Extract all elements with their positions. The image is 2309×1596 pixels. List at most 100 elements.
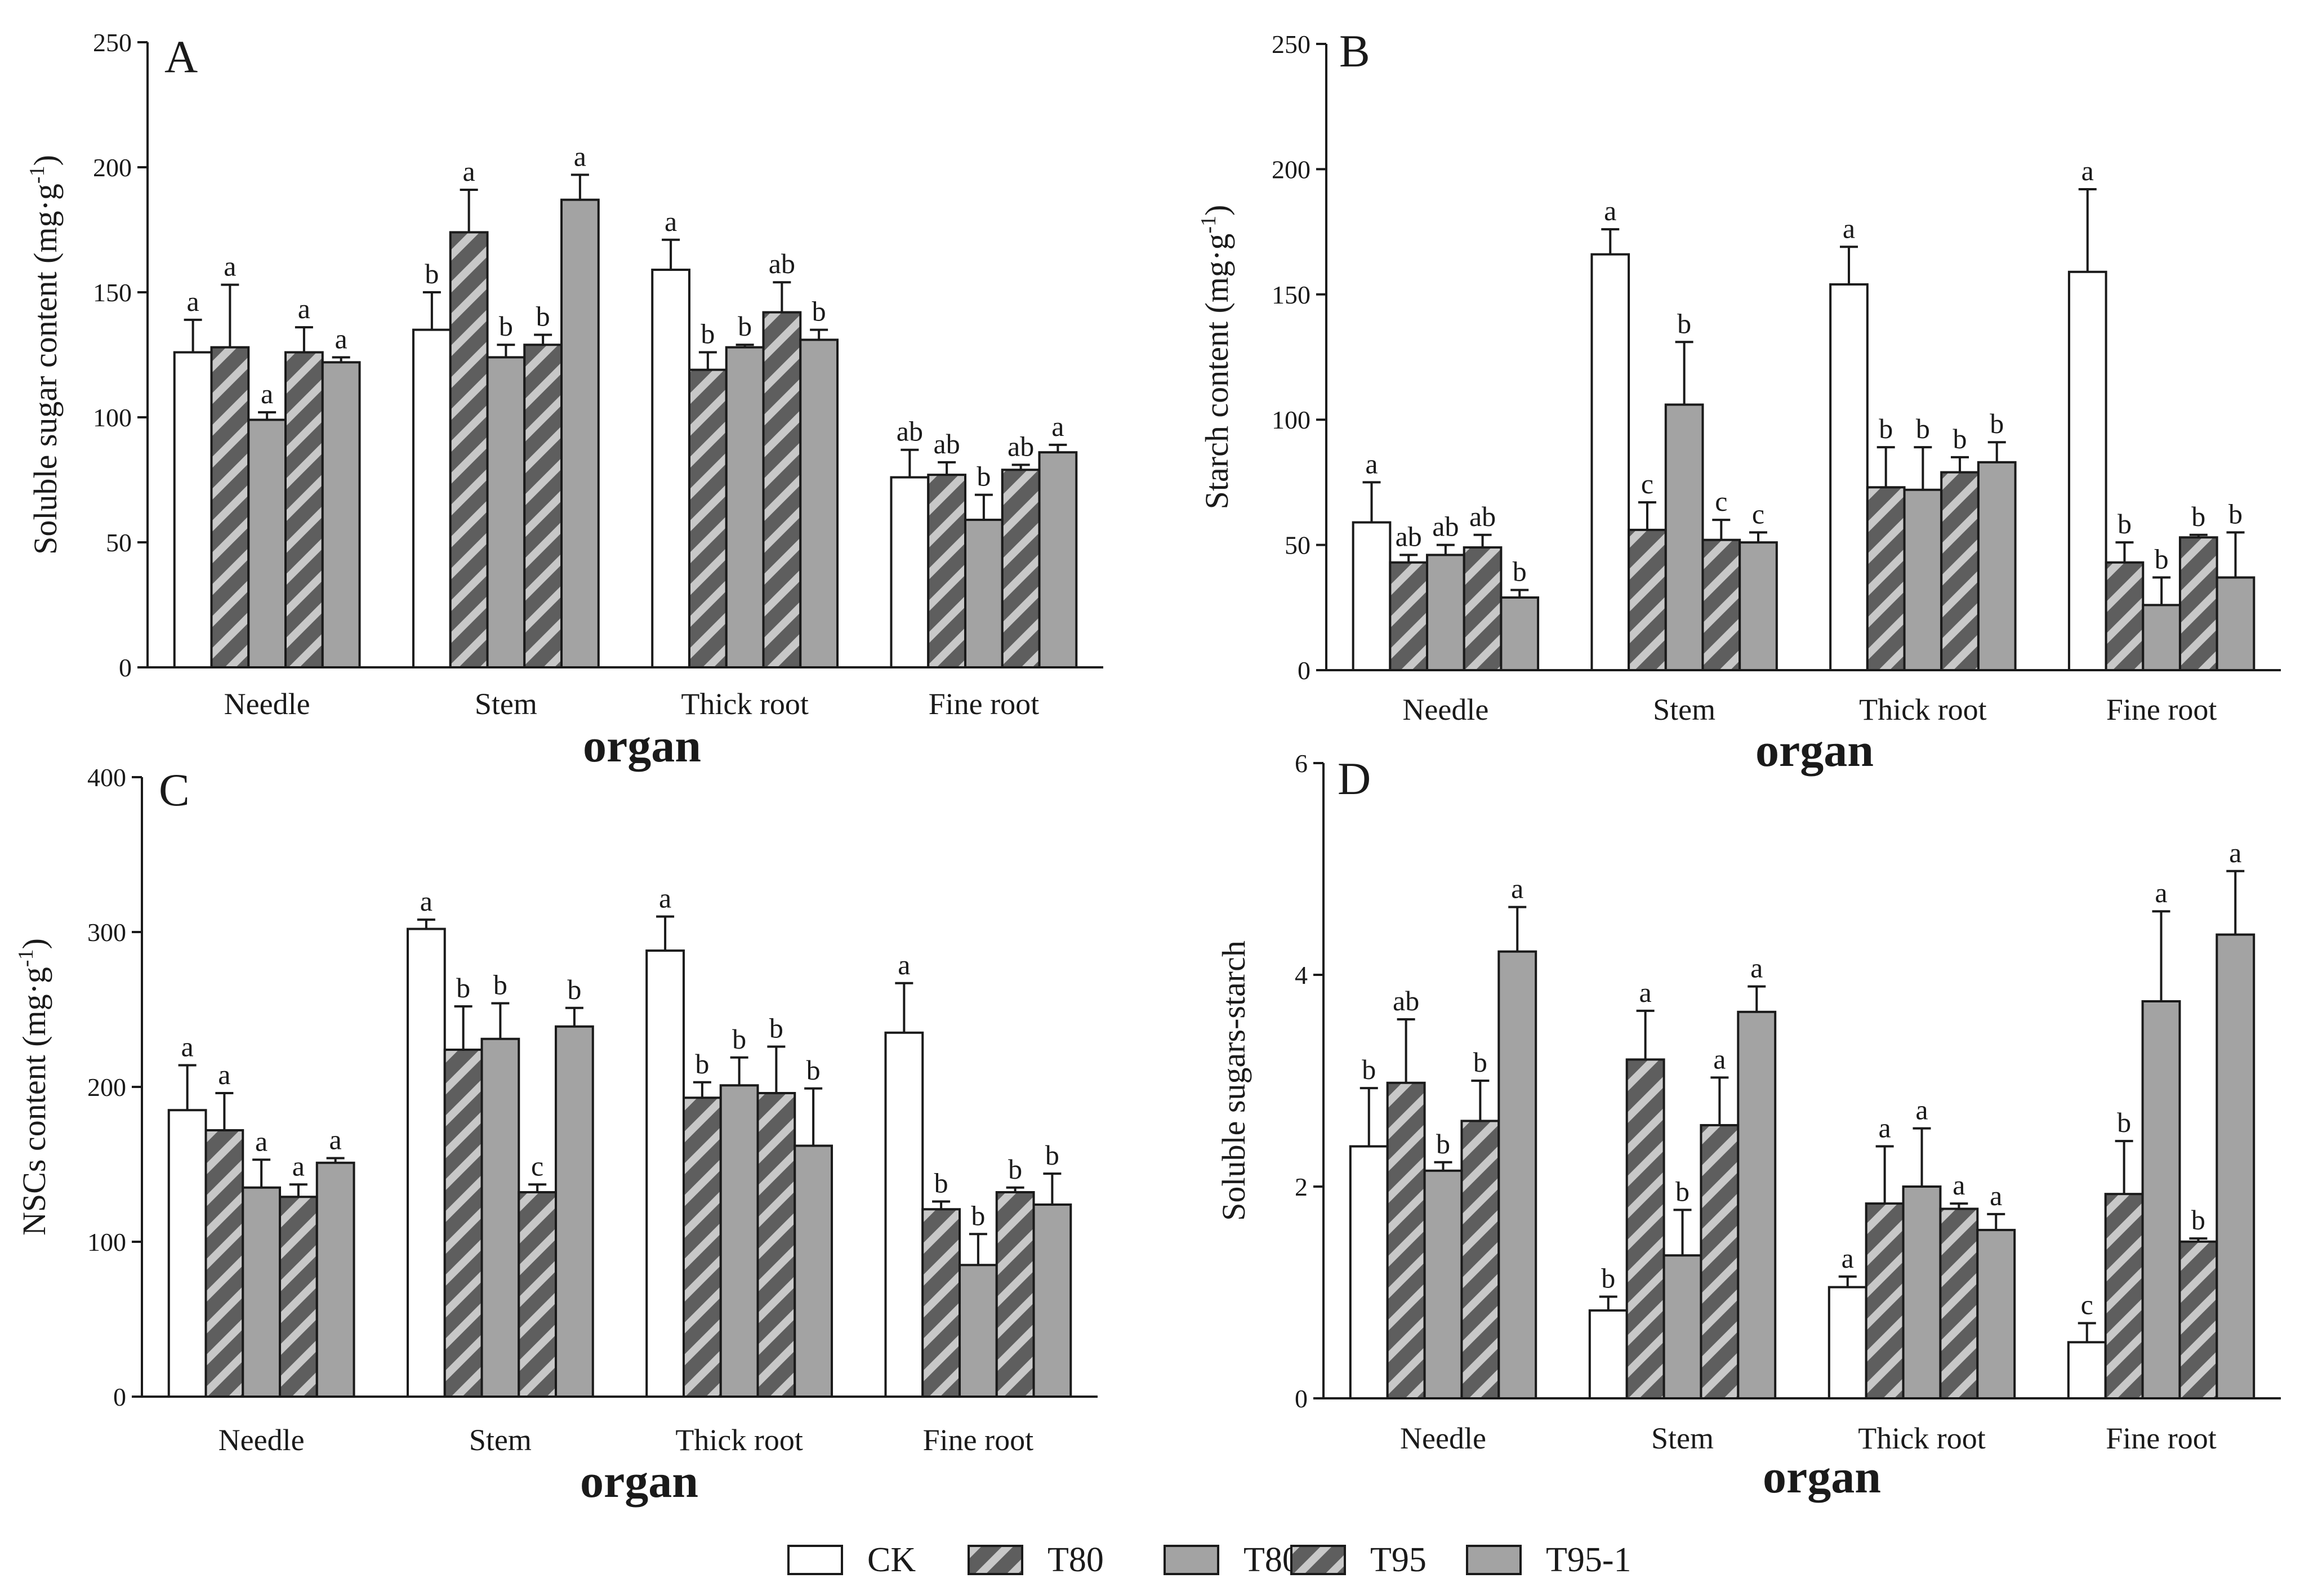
significance-label: ab: [769, 248, 795, 279]
bar-ck-thick-root: [1829, 283, 1869, 671]
y-tick-label: 0: [113, 1383, 126, 1411]
significance-label: b: [695, 1048, 709, 1080]
bar-t80-1-stem: [480, 1037, 520, 1398]
x-category-label: Needle: [1402, 693, 1488, 726]
bar-t95-1-needle: [321, 361, 361, 668]
bar-ck-stem: [412, 328, 452, 668]
bar-t80-1-thick-root: [725, 346, 765, 668]
x-axis-title: organ: [583, 720, 701, 772]
legend-swatch-t95-1: [1466, 1545, 1522, 1575]
bar-t95-stem: [523, 344, 563, 668]
significance-label: b: [806, 1054, 821, 1086]
significance-label: b: [425, 258, 439, 289]
x-axis-title: organ: [580, 1455, 698, 1508]
significance-label: a: [1750, 952, 1763, 984]
x-category-label: Stem: [469, 1423, 532, 1457]
significance-label: a: [1713, 1043, 1726, 1075]
significance-label: b: [1675, 1175, 1690, 1207]
y-axis-label: Starch content (mg·g-1): [1197, 205, 1235, 510]
significance-label: a: [665, 206, 677, 237]
bar-t95-1-thick-root: [794, 1144, 833, 1398]
legend-swatch-t95: [1290, 1545, 1346, 1575]
x-category-label: Needle: [219, 1423, 305, 1457]
bar-ck-thick-root: [651, 269, 690, 669]
bar-t95-1-fine-root: [1032, 1203, 1072, 1398]
bar-t95-thick-root: [762, 311, 802, 668]
significance-label: b: [1953, 423, 1967, 454]
y-tick-label: 200: [93, 153, 132, 182]
bar-t80-needle: [1386, 1081, 1426, 1399]
y-tick-label: 200: [1272, 155, 1310, 184]
significance-label: b: [2191, 501, 2205, 532]
bar-t95-fine-root: [2178, 1240, 2218, 1399]
bar-ck-needle: [1349, 1145, 1389, 1400]
significance-label: b: [1513, 556, 1527, 587]
significance-label: b: [2228, 498, 2243, 529]
bar-t80-thick-root: [688, 368, 728, 668]
bar-ck-fine-root: [884, 1031, 924, 1398]
bar-ck-fine-root: [2067, 270, 2107, 671]
bar-t95-1-needle: [1497, 950, 1537, 1399]
bar-t80-1-needle: [1426, 554, 1465, 672]
significance-label: a: [224, 251, 236, 282]
legend-swatch-t80-1: [1164, 1545, 1219, 1575]
significance-label: a: [2081, 155, 2094, 186]
legend-swatch-t80: [968, 1545, 1023, 1575]
significance-label: c: [531, 1150, 543, 1182]
bar-t80-stem: [1625, 1058, 1665, 1399]
bar-t95-stem: [1701, 538, 1741, 671]
significance-label: b: [1045, 1139, 1059, 1171]
panel-b: 0 50 100 150 200 250 Starch content (mg·g-1) Ba…: [1197, 25, 2281, 777]
x-category-label: Stem: [475, 687, 537, 721]
significance-label: b: [1362, 1054, 1376, 1085]
y-tick-label: 100: [87, 1228, 126, 1256]
bar-t95-thick-root: [756, 1092, 796, 1398]
bar-t80-stem: [449, 231, 489, 668]
y-tick-label: 6: [1295, 749, 1308, 778]
x-category-label: Thick root: [1858, 1421, 1985, 1455]
significance-label: b: [1879, 413, 1893, 444]
bar-t95-fine-root: [1001, 469, 1041, 668]
bar-ck-thick-root: [1827, 1286, 1867, 1400]
y-tick-label: 250: [1272, 30, 1310, 59]
bar-t95-fine-root: [995, 1191, 1035, 1398]
panel-label: D: [1338, 753, 1371, 804]
x-category-label: Needle: [224, 687, 310, 721]
panel-label: C: [159, 764, 190, 815]
bar-ck-fine-root: [2067, 1341, 2107, 1400]
bar-t95-1-stem: [1737, 1010, 1777, 1400]
bar-t95-needle: [284, 351, 324, 668]
significance-label: a: [1511, 873, 1523, 904]
significance-label: b: [2191, 1204, 2205, 1236]
significance-label: b: [1473, 1046, 1487, 1078]
bar-t80-1-fine-root: [964, 519, 1004, 668]
bar-t80-thick-root: [1865, 1202, 1905, 1400]
significance-label: b: [934, 1167, 948, 1199]
significance-label: a: [420, 885, 433, 917]
bar-t80-stem: [1628, 528, 1667, 671]
significance-label: a: [218, 1059, 230, 1090]
bar-t80-fine-root: [927, 474, 966, 668]
significance-label: b: [2118, 508, 2132, 540]
bar-t80-needle: [1389, 561, 1429, 672]
significance-label: a: [335, 323, 347, 354]
panel-label: B: [1339, 25, 1370, 77]
bar-t80-1-thick-root: [1903, 488, 1943, 672]
bar-t95-needle: [1463, 546, 1503, 671]
y-tick-label: 250: [93, 28, 132, 57]
significance-label: a: [2155, 877, 2167, 908]
significance-label: ab: [897, 416, 923, 447]
bar-t95-1-stem: [560, 198, 600, 669]
y-tick-label: 0: [119, 653, 132, 682]
significance-label: b: [2117, 1107, 2131, 1138]
significance-label: a: [659, 882, 671, 914]
significance-label: a: [181, 1031, 194, 1063]
bar-t95-1-fine-root: [2216, 933, 2255, 1400]
significance-label: b: [701, 318, 715, 350]
bar-t80-fine-root: [921, 1208, 961, 1398]
significance-label: ab: [1469, 501, 1496, 532]
bar-t80-stem: [443, 1049, 483, 1398]
x-category-label: Thick root: [681, 687, 808, 721]
bar-t80-1-thick-root: [719, 1084, 759, 1398]
